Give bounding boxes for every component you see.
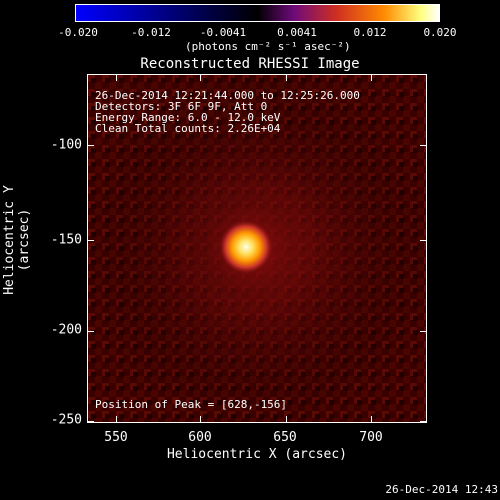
x-tick-mark (116, 75, 117, 81)
info-clean-counts: Clean Total counts: 2.26E+04 (95, 122, 281, 135)
colorbar-tick: 0.0041 (277, 26, 317, 39)
info-energy-range: Energy Range: 6.0 - 12.0 keV (95, 111, 281, 124)
colorbar-tick: -0.0041 (199, 26, 247, 39)
y-tick-mark (420, 240, 426, 241)
x-axis-label: Heliocentric X (arcsec) (166, 447, 347, 462)
colorbar-tick: -0.020 (58, 26, 98, 39)
y-tick-label: -200 (50, 322, 82, 338)
y-tick-label: -250 (50, 412, 82, 428)
x-tick-label: 650 (273, 430, 297, 445)
footer-timestamp: 26-Dec-2014 12:43 (385, 483, 498, 496)
y-axis-label: Heliocentric Y (arcsec) (2, 185, 32, 295)
colorbar-tick: 0.012 (353, 26, 387, 39)
colorbar-tick: 0.020 (423, 26, 457, 39)
colorbar (75, 4, 440, 22)
colorbar-tick: -0.012 (131, 26, 171, 39)
y-tick-label: -150 (50, 232, 82, 248)
y-tick-mark (88, 145, 94, 146)
y-tick-mark (88, 240, 94, 241)
peak-position-label: Position of Peak = [628,-156] (95, 398, 288, 411)
x-tick-label: 550 (104, 430, 128, 445)
x-tick-label: 600 (188, 430, 212, 445)
y-tick-mark (420, 145, 426, 146)
y-tick-mark (420, 331, 426, 332)
x-tick-mark (286, 416, 287, 422)
y-tick-label: -100 (50, 137, 82, 153)
x-tick-mark (200, 416, 201, 422)
info-detectors: Detectors: 3F 6F 9F, Att 0 (95, 100, 268, 113)
y-tick-mark (88, 421, 94, 422)
x-tick-mark (286, 75, 287, 81)
x-tick-mark (200, 75, 201, 81)
x-tick-mark (371, 75, 372, 81)
heatmap-image (88, 75, 426, 422)
y-tick-mark (88, 331, 94, 332)
x-tick-label: 700 (359, 430, 383, 445)
info-time-range: 26-Dec-2014 12:21:44.000 to 12:25:26.000 (95, 89, 360, 102)
x-tick-mark (116, 416, 117, 422)
x-tick-mark (371, 416, 372, 422)
y-tick-mark (420, 421, 426, 422)
colorbar-units-label: (photons cm⁻² s⁻¹ asec⁻²) (185, 40, 351, 53)
image-plot[interactable]: 26-Dec-2014 12:21:44.000 to 12:25:26.000… (87, 74, 427, 423)
plot-title: Reconstructed RHESSI Image (140, 56, 360, 72)
